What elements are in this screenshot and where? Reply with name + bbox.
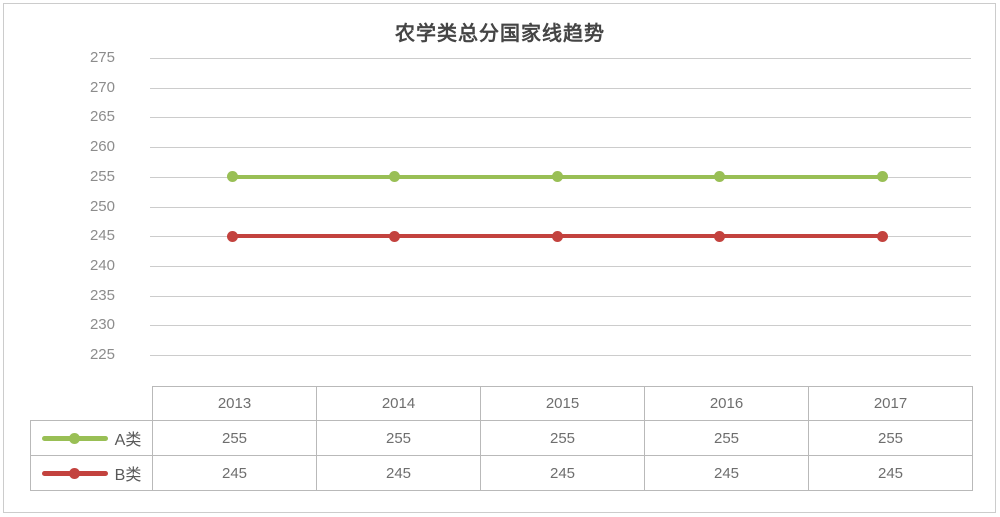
value-cell: 245 <box>316 455 481 491</box>
data-point-marker <box>551 171 563 183</box>
data-point-marker <box>876 171 888 183</box>
y-axis-tick-label: 265 <box>89 108 115 126</box>
chart-title: 农学类总分国家线趋势 <box>395 23 605 45</box>
value-cell: 255 <box>152 420 317 456</box>
y-axis-tick-label: 250 <box>89 197 115 215</box>
gridline <box>150 87 971 89</box>
chart-data-table: 2013 2014 2015 2016 2017 A类 255 255 255 255 255 B类… <box>30 386 973 491</box>
table-corner-cell <box>31 387 153 421</box>
gridline <box>150 206 971 208</box>
y-axis-tick-label: 270 <box>89 78 115 96</box>
year-header-cell: 2017 <box>808 386 973 421</box>
y-axis-tick-label: 230 <box>89 316 115 334</box>
gridline <box>150 147 971 149</box>
year-header-cell: 2016 <box>644 386 809 421</box>
gridline <box>150 117 971 119</box>
value-cell: 255 <box>480 420 645 456</box>
legend-line-swatch <box>41 467 108 479</box>
gridline <box>150 325 971 327</box>
y-axis-tick-label: 225 <box>89 346 115 363</box>
legend-cell: B类 <box>30 455 153 491</box>
data-point-marker <box>389 230 400 242</box>
value-cell: 245 <box>644 455 809 491</box>
y-axis-tick-label: 275 <box>89 49 115 66</box>
legend-marker-dot-icon <box>69 432 81 444</box>
data-point-marker <box>226 230 238 242</box>
y-axis-tick-label: 255 <box>89 167 115 185</box>
y-axis-tick-label: 235 <box>89 286 115 304</box>
legend-marker-dot-icon <box>69 467 81 479</box>
value-cell: 255 <box>316 420 481 456</box>
data-point-marker <box>226 171 238 183</box>
data-point-marker <box>876 230 888 242</box>
data-point-marker <box>389 171 400 183</box>
gridline <box>150 265 971 267</box>
value-cell: 255 <box>644 420 809 456</box>
y-axis-tick-label: 240 <box>89 256 115 274</box>
y-axis-tick-label: 260 <box>89 138 115 156</box>
value-cell: 245 <box>152 455 317 491</box>
legend-item: A类 <box>31 426 152 450</box>
data-point-marker <box>714 230 725 242</box>
value-cell: 245 <box>808 455 973 491</box>
year-header-cell: 2015 <box>480 386 645 421</box>
y-axis-tick-label: 245 <box>89 227 115 245</box>
legend-series-label: B类 <box>114 467 142 484</box>
legend-series-label: A类 <box>114 432 142 449</box>
legend-cell: A类 <box>30 420 153 456</box>
table-series-row: A类 255 255 255 255 255 <box>30 420 973 456</box>
data-point-marker <box>714 171 725 183</box>
legend-line-swatch <box>41 432 108 444</box>
table-series-row: B类 245 245 245 245 245 <box>30 455 973 491</box>
data-point-marker <box>551 230 563 242</box>
gridline <box>150 355 971 356</box>
gridline <box>150 295 971 297</box>
value-cell: 255 <box>808 420 973 456</box>
year-header-cell: 2013 <box>152 386 317 421</box>
value-cell: 245 <box>480 455 645 491</box>
table-header-row: 2013 2014 2015 2016 2017 <box>31 386 973 421</box>
gridline <box>150 58 971 59</box>
year-header-cell: 2014 <box>316 386 481 421</box>
legend-item: B类 <box>31 461 152 485</box>
